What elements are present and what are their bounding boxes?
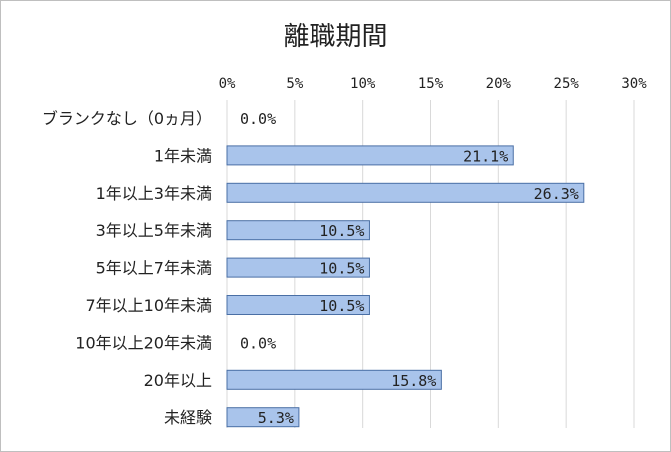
bar: [226, 182, 585, 203]
category-label: 7年以上10年未満: [85, 296, 212, 315]
category-label: 5年以上7年未満: [96, 259, 212, 278]
data-label: 10.5%: [319, 222, 364, 240]
x-tick-label: 25%: [554, 76, 580, 92]
data-label: 21.1%: [463, 147, 508, 165]
data-label: 15.8%: [391, 372, 436, 390]
data-label: 0.0%: [240, 110, 276, 128]
chart-title: 離職期間: [283, 22, 388, 52]
bar: [226, 145, 514, 166]
bar: [226, 407, 300, 428]
category-label: 1年以上3年未満: [96, 184, 212, 203]
bar: [226, 295, 370, 315]
category-label: 10年以上20年未満: [75, 333, 212, 352]
category-label: 3年以上5年未満: [96, 221, 212, 240]
x-tick-label: 15%: [418, 76, 444, 92]
category-label: 1年未満: [154, 146, 212, 165]
data-label: 10.5%: [319, 297, 364, 315]
x-tick-label: 0%: [219, 76, 236, 92]
data-label: 10.5%: [319, 260, 364, 278]
category-label: 20年以上: [144, 371, 212, 390]
category-label: 未経験: [164, 408, 212, 427]
data-label: 26.3%: [534, 185, 579, 203]
bar: [226, 220, 370, 241]
data-label: 5.3%: [258, 409, 294, 427]
x-tick-label: 5%: [286, 76, 303, 92]
data-label: 0.0%: [240, 334, 276, 352]
x-tick-label: 30%: [621, 76, 647, 92]
bar: [226, 369, 442, 390]
x-tick-label: 10%: [350, 76, 376, 92]
bar: [226, 257, 370, 278]
x-tick-label: 20%: [486, 76, 512, 92]
category-label: ブランクなし（0ヵ月）: [42, 109, 212, 128]
